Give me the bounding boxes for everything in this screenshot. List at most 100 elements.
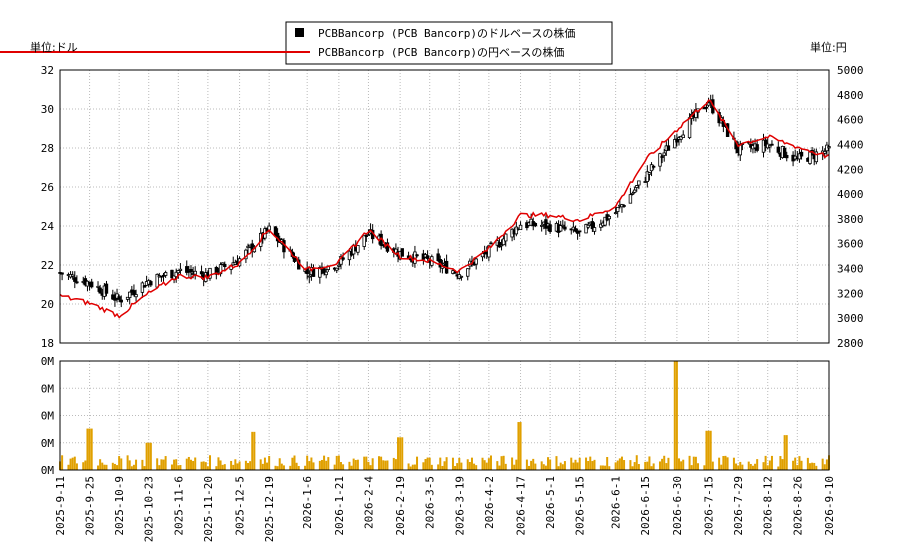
candle-body	[782, 147, 787, 158]
volume-bar	[726, 457, 729, 470]
volume-bar	[470, 457, 473, 470]
volume-bar	[223, 464, 226, 470]
candle-body	[592, 227, 597, 232]
candle-body	[704, 106, 709, 109]
volume-bar	[631, 466, 634, 470]
volume-bar	[587, 460, 590, 470]
candle-body	[174, 271, 178, 278]
volume-bar	[549, 459, 552, 470]
candle-body	[575, 231, 580, 234]
volume-bar	[540, 461, 543, 470]
volume-bar	[439, 457, 442, 470]
candle-body	[761, 139, 766, 153]
volume-bar	[680, 461, 683, 470]
volume-bar	[308, 461, 311, 470]
candle-body	[459, 275, 464, 278]
candle-body	[149, 281, 153, 286]
volume-bar	[437, 464, 440, 470]
volume-bar	[454, 466, 457, 470]
right-tick-label: 5000	[837, 64, 864, 77]
volume-bar	[266, 462, 269, 470]
candle-body	[563, 226, 567, 230]
candle-body	[60, 272, 64, 275]
volume-bar	[276, 466, 279, 470]
volume-bar	[646, 461, 649, 470]
x-tick-label: 2025-10-23	[143, 476, 156, 542]
candle-body	[533, 222, 538, 227]
volume-bar	[295, 462, 298, 470]
candle-body	[628, 194, 633, 204]
right-unit-label: 単位:円	[810, 40, 847, 54]
volume-bar	[589, 456, 592, 470]
volume-bar	[650, 466, 653, 470]
volume-bar	[192, 460, 195, 470]
volume-bar	[794, 457, 797, 470]
volume-bar	[297, 465, 300, 470]
volume-bar	[456, 463, 459, 470]
volume-bar	[397, 437, 400, 470]
candle-body	[675, 138, 679, 143]
volume-bar	[185, 458, 188, 470]
candle-body	[132, 290, 136, 296]
volume-bar	[130, 466, 133, 470]
volume-bar	[534, 463, 537, 470]
volume-bar	[158, 465, 161, 470]
volume-bar	[663, 455, 666, 470]
volume-bar	[443, 461, 446, 470]
legend-usd-marker	[295, 28, 304, 37]
x-tick-label: 2026-3-5	[424, 476, 437, 529]
right-tick-label: 3400	[837, 263, 864, 276]
volume-bar	[572, 462, 575, 470]
candle-body	[770, 143, 774, 146]
candle-body	[193, 270, 197, 275]
volume-bar	[280, 463, 283, 470]
volume-bar	[513, 464, 516, 470]
candle-body	[635, 185, 639, 188]
volume-bar	[411, 464, 414, 470]
volume-bar	[259, 459, 262, 470]
volume-bar	[661, 458, 664, 470]
volume-bar	[274, 465, 277, 470]
volume-bar	[637, 464, 640, 470]
candle-body	[558, 225, 563, 232]
x-tick-label: 2025-11-20	[202, 476, 215, 542]
candle-body	[75, 281, 79, 284]
candle-body	[658, 153, 662, 167]
volume-bar	[333, 464, 336, 470]
candle-body	[119, 299, 123, 303]
candle-body	[645, 171, 650, 182]
volume-bar	[90, 428, 93, 470]
volume-bar	[678, 458, 681, 470]
volume-bar	[282, 465, 285, 470]
volume-bar	[249, 461, 252, 470]
volume-bar	[563, 461, 566, 470]
volume-bar	[325, 460, 328, 470]
candle-body	[647, 172, 652, 175]
candle-body	[504, 233, 508, 242]
candle-body	[324, 271, 328, 276]
left-axis-ticks: 18 20 22 24 26 28 30 32	[41, 64, 55, 350]
volume-bar	[160, 459, 163, 470]
volume-bar	[67, 464, 70, 470]
volume-bar	[525, 459, 528, 470]
candle-body	[666, 145, 671, 151]
volume-bar	[511, 457, 514, 470]
volume-bar	[268, 456, 271, 470]
candle-body	[98, 287, 102, 294]
candle-body	[518, 224, 523, 231]
candle-body	[214, 267, 219, 275]
candle-body	[466, 268, 470, 277]
volume-bars	[59, 361, 830, 470]
x-tick-label: 2026-6-1	[610, 476, 623, 529]
volume-bar	[585, 457, 588, 470]
candle-body	[561, 224, 565, 227]
volume-bar	[665, 463, 668, 470]
candle-body	[687, 117, 692, 139]
volume-bar	[460, 462, 463, 470]
volume-bar	[694, 456, 697, 470]
left-tick-label: 32	[41, 64, 54, 77]
volume-bar	[781, 459, 784, 470]
x-tick-label: 2026-2-4	[362, 476, 375, 529]
volume-bar	[244, 460, 247, 470]
candle-body	[366, 234, 371, 237]
